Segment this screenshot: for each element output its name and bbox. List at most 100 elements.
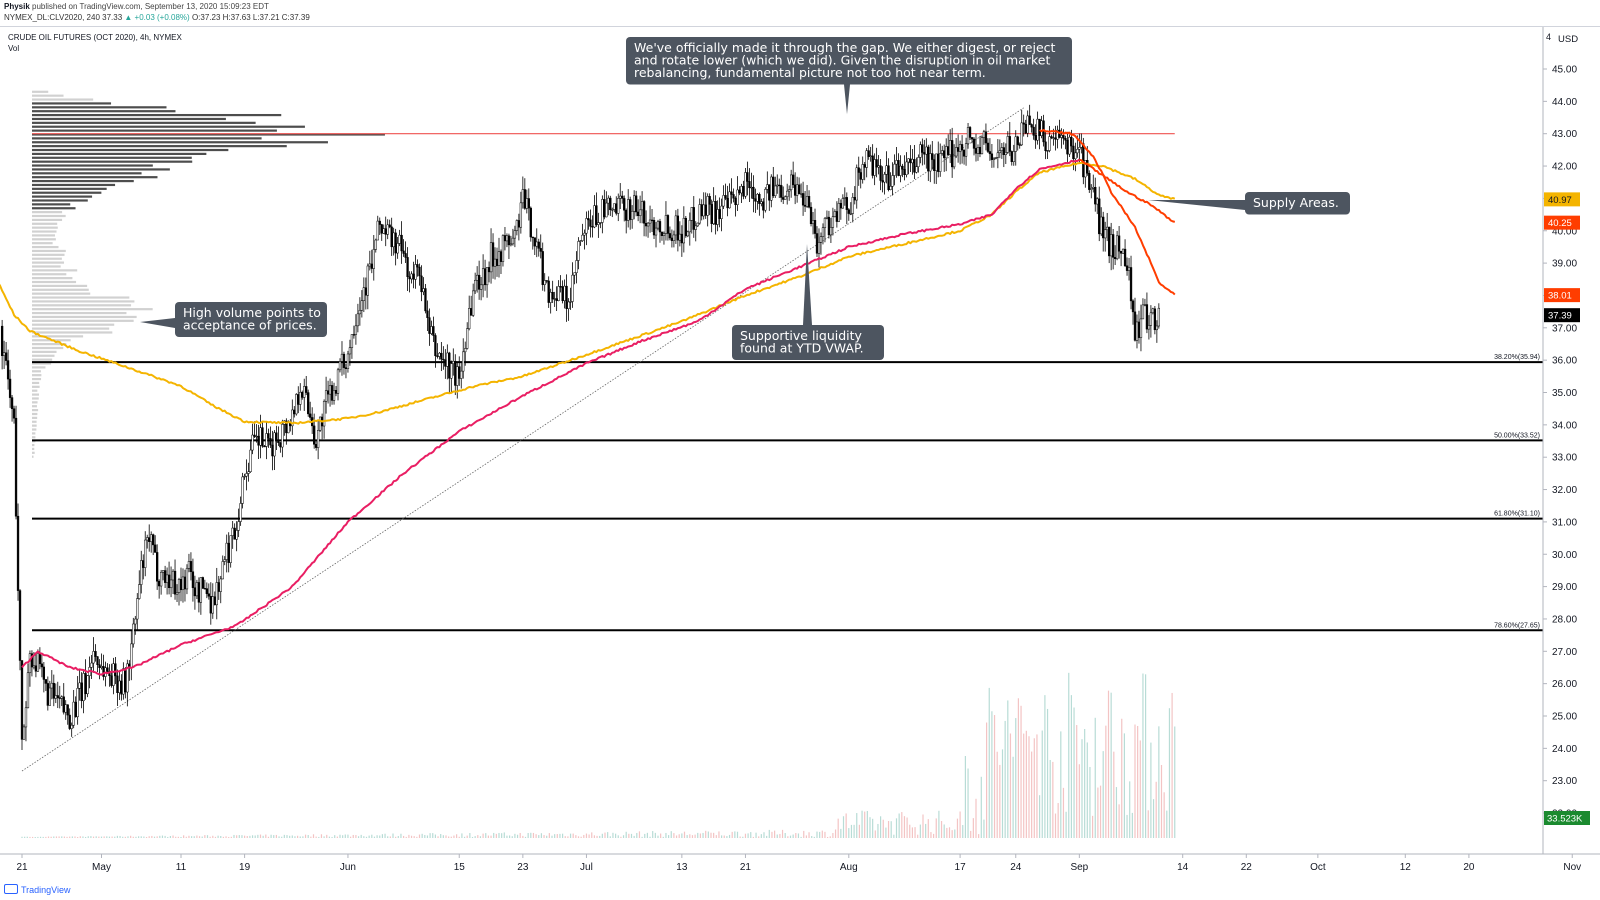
volume-bar [800, 836, 802, 838]
candle-body [758, 194, 761, 204]
profile-bar [32, 354, 55, 357]
volume-bar [1068, 672, 1070, 838]
annotation-text: High volume points to [183, 305, 321, 320]
y-tick-label: 28.00 [1552, 614, 1577, 625]
volume-bar [130, 835, 132, 838]
y-tick-label: 35.00 [1552, 388, 1577, 399]
volume-bar [251, 835, 254, 838]
volume-bar [543, 835, 545, 838]
volume-bar [71, 836, 73, 838]
volume-bar [1155, 781, 1157, 838]
volume-bar [519, 832, 521, 838]
volume-bar [299, 836, 301, 838]
volume-bar [585, 833, 588, 838]
volume-bar [516, 834, 519, 838]
candle-body [474, 279, 477, 292]
candle-body [509, 243, 513, 246]
volume-bar [1113, 751, 1115, 838]
candle-body [350, 334, 354, 348]
profile-bar [32, 335, 84, 338]
volume-bar [37, 836, 39, 838]
volume-bar [418, 834, 421, 838]
candle-body [483, 268, 487, 286]
volume-bar [816, 831, 818, 838]
candle-body [277, 440, 280, 443]
candle-body [638, 209, 642, 217]
volume-bar [686, 835, 688, 838]
candle-body [245, 473, 248, 477]
volume-bar [249, 835, 251, 838]
candle-body [696, 222, 699, 227]
volume-bar [601, 833, 603, 838]
candle-body [595, 205, 598, 225]
volume-bar [646, 832, 648, 838]
candle-body [577, 241, 580, 261]
y-tick-label: 23.00 [1552, 776, 1577, 787]
volume-bar [352, 834, 354, 838]
candle-body [857, 167, 860, 173]
candle-body [273, 432, 276, 457]
volume-bar [495, 833, 497, 838]
profile-bar [32, 323, 115, 326]
candle-body [336, 369, 340, 394]
profile-bar [32, 226, 58, 229]
volume-bar [681, 833, 683, 838]
candle-body [571, 274, 574, 302]
volume-bar [395, 836, 397, 838]
volume-bar [747, 833, 749, 838]
candle-body [561, 286, 564, 301]
price-chart[interactable]: 38.20%(35.94) 50.00%(33.52) 61.80%(31.10) 7… [0, 0, 1600, 880]
profile-bar [32, 409, 39, 412]
price-label: 40.97 [1548, 195, 1572, 206]
volume-bar [551, 835, 553, 838]
volume-bar [723, 835, 725, 838]
candle-body [74, 701, 77, 718]
volume-bar [1036, 734, 1038, 838]
volume-bar [331, 836, 333, 838]
profile-bar [32, 343, 67, 346]
profile-bar [32, 152, 207, 156]
candle-body [813, 220, 817, 234]
candle-body [14, 417, 18, 517]
volume-bar [538, 835, 540, 838]
candle-body [1038, 118, 1041, 136]
volume-bar [74, 836, 76, 838]
candle-body [666, 215, 670, 234]
candle-body [742, 186, 745, 197]
volume-bar [307, 835, 309, 838]
header-divider [0, 26, 1600, 27]
candle-body [996, 152, 1000, 158]
candle-body [100, 666, 103, 668]
candle-body [511, 237, 515, 245]
candle-body [984, 131, 988, 144]
candle-body [575, 260, 578, 273]
candle-body [1074, 152, 1077, 160]
candle-body [931, 153, 934, 160]
volume-bar [750, 832, 752, 838]
volume-bar [445, 835, 447, 838]
volume-bar [474, 836, 476, 838]
profile-bar [32, 273, 67, 276]
candle-body [352, 334, 356, 336]
volume-bar [29, 836, 31, 838]
volume-bar [405, 836, 407, 838]
candle-body [354, 325, 358, 335]
volume-bar [919, 824, 921, 838]
candle-body [24, 707, 28, 728]
candle-body [980, 137, 984, 155]
candle-body [970, 137, 974, 140]
volume-bar [1110, 692, 1112, 838]
profile-bar [32, 156, 192, 159]
candle-body [559, 286, 562, 288]
volume-bar [42, 836, 44, 838]
candle-body [847, 209, 850, 214]
volume-bar [554, 834, 556, 838]
volume-bar [267, 836, 270, 838]
axis-menu-icon[interactable]: 4 [1546, 32, 1551, 42]
candle-body [895, 160, 898, 165]
price-label-box [1544, 215, 1580, 230]
volume-bar [26, 836, 28, 838]
y-tick-label: 27.00 [1552, 647, 1577, 658]
footer-brand[interactable]: TradingView [4, 884, 71, 895]
volume-bar [270, 834, 272, 838]
